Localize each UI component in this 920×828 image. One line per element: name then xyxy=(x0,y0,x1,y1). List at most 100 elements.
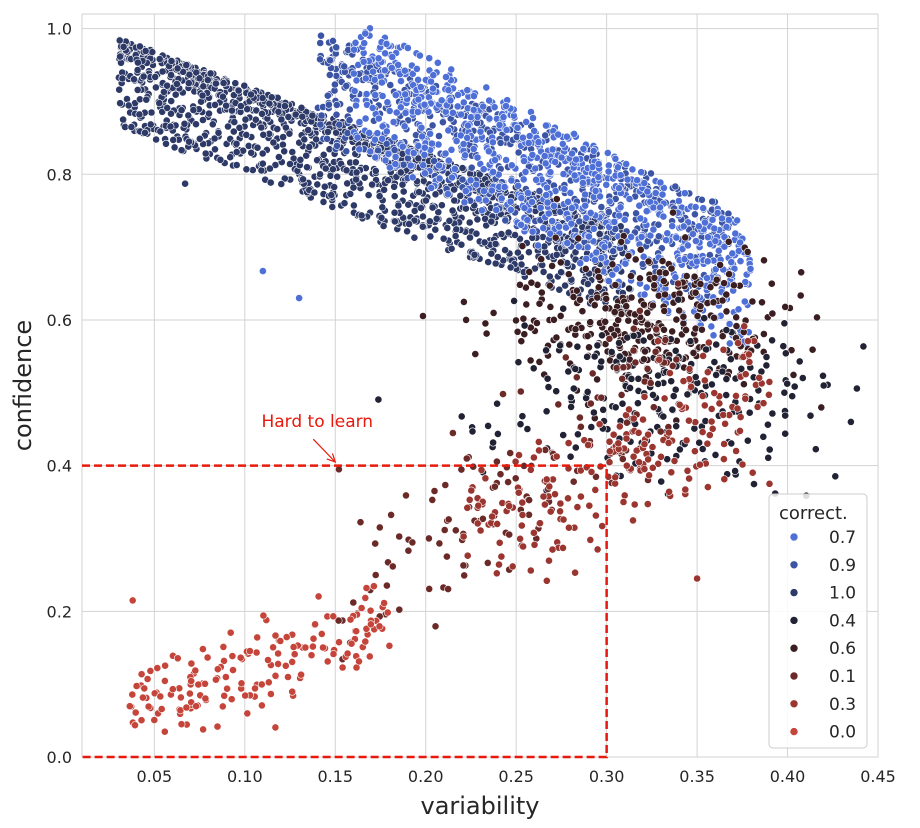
data-point xyxy=(581,264,590,273)
data-point xyxy=(556,507,564,516)
data-point xyxy=(324,100,333,109)
data-point xyxy=(734,339,742,347)
data-point xyxy=(226,628,235,637)
data-point xyxy=(665,487,673,496)
data-point xyxy=(618,374,627,383)
data-point xyxy=(703,274,711,282)
data-point xyxy=(691,288,700,297)
data-point xyxy=(698,428,707,436)
data-point xyxy=(343,649,352,658)
data-point xyxy=(534,437,543,446)
data-point xyxy=(544,209,553,218)
data-point xyxy=(700,401,709,410)
data-point xyxy=(637,168,646,177)
data-point xyxy=(659,412,668,421)
data-point xyxy=(622,434,631,443)
data-point xyxy=(765,479,774,488)
data-point xyxy=(529,114,537,122)
data-point xyxy=(604,167,613,176)
data-point xyxy=(361,594,370,602)
data-point xyxy=(349,598,358,607)
data-point xyxy=(661,269,670,277)
data-point xyxy=(692,237,700,245)
data-point xyxy=(649,225,658,234)
data-point xyxy=(725,320,734,328)
data-point xyxy=(404,546,413,555)
data-point xyxy=(332,71,341,80)
data-point xyxy=(606,356,614,365)
data-point xyxy=(659,277,668,285)
data-point xyxy=(628,165,637,174)
data-point xyxy=(417,123,426,132)
annotation-arrow xyxy=(312,438,336,463)
x-tick-label: 0.35 xyxy=(679,767,715,786)
data-point xyxy=(579,178,587,187)
data-point xyxy=(705,338,713,347)
data-point xyxy=(236,653,245,662)
data-point xyxy=(361,637,370,646)
data-point xyxy=(559,544,567,552)
data-point xyxy=(481,319,490,328)
data-point xyxy=(340,199,349,208)
data-point xyxy=(781,302,790,311)
data-point xyxy=(765,377,774,386)
data-point xyxy=(615,338,623,347)
x-tick-label: 0.25 xyxy=(498,767,534,786)
data-point xyxy=(555,285,564,294)
data-point xyxy=(213,722,222,731)
data-point xyxy=(582,254,591,263)
data-point xyxy=(378,92,387,100)
data-point xyxy=(380,185,388,194)
data-point xyxy=(139,72,148,81)
data-point xyxy=(597,393,606,402)
data-point xyxy=(309,634,318,643)
data-point xyxy=(443,190,452,198)
data-point xyxy=(703,439,712,448)
data-point xyxy=(429,84,437,93)
data-point xyxy=(644,455,652,464)
data-point xyxy=(116,52,124,61)
y-tick-label: 0.4 xyxy=(47,457,72,476)
data-point xyxy=(459,561,468,570)
data-point xyxy=(596,192,604,201)
data-point xyxy=(481,196,490,205)
data-point xyxy=(502,156,510,164)
data-point xyxy=(573,286,581,295)
y-axis-label: confidence xyxy=(9,320,37,451)
data-point xyxy=(768,336,776,345)
data-point xyxy=(236,102,245,110)
data-point xyxy=(259,611,268,620)
data-point xyxy=(137,670,146,679)
data-point xyxy=(431,225,440,234)
data-point xyxy=(302,151,311,160)
data-point xyxy=(291,110,300,119)
data-point xyxy=(630,500,639,509)
data-point xyxy=(542,576,551,585)
data-point xyxy=(789,370,798,379)
data-point xyxy=(659,212,668,221)
data-point xyxy=(780,388,789,397)
data-point xyxy=(639,415,647,424)
data-point xyxy=(525,267,534,276)
data-point xyxy=(636,274,644,283)
data-point xyxy=(334,616,343,625)
data-point xyxy=(685,364,694,373)
data-point xyxy=(329,612,338,621)
data-point xyxy=(795,357,804,366)
data-point xyxy=(574,430,582,439)
data-point xyxy=(251,684,259,693)
data-point xyxy=(687,382,695,391)
data-point xyxy=(695,222,703,231)
data-point xyxy=(691,203,700,211)
data-point xyxy=(661,290,669,299)
data-point xyxy=(490,103,499,112)
data-point xyxy=(727,439,736,448)
data-point xyxy=(258,94,267,102)
data-point xyxy=(510,296,518,305)
data-point xyxy=(524,189,532,197)
data-point xyxy=(211,145,219,154)
data-point xyxy=(600,243,609,251)
data-point xyxy=(592,248,601,257)
data-point xyxy=(141,128,149,137)
data-point xyxy=(551,233,560,242)
